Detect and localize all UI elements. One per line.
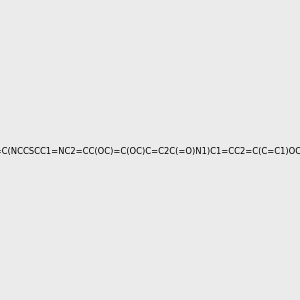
Text: O=C(NCCSCC1=NC2=CC(OC)=C(OC)C=C2C(=O)N1)C1=CC2=C(C=C1)OCCO2: O=C(NCCSCC1=NC2=CC(OC)=C(OC)C=C2C(=O)N1)… [0,147,300,156]
